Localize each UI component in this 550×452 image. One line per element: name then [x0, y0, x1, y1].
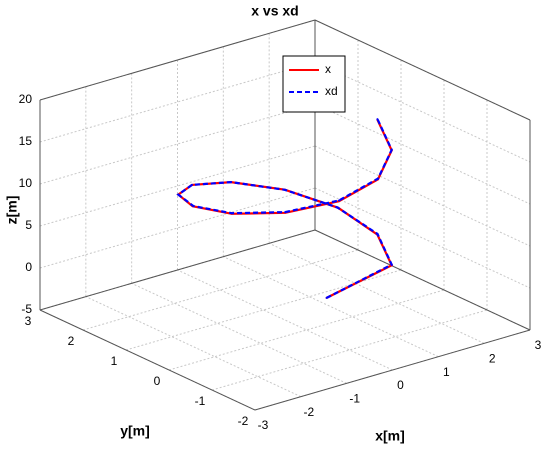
x-tick-label: -1	[349, 392, 360, 406]
grid-line	[85, 296, 302, 398]
vertex	[192, 205, 195, 208]
x-tick-label: 0	[397, 378, 404, 392]
vertex	[190, 183, 193, 186]
axis-edge	[314, 229, 531, 331]
x-tick-label: 2	[489, 352, 496, 366]
axis-edge	[39, 229, 316, 311]
z-tick-label: 20	[19, 92, 33, 106]
y-tick-label: -1	[195, 394, 206, 408]
vertex	[390, 148, 393, 151]
z-tick-label: 5	[25, 218, 32, 232]
z-tick-label: 0	[25, 260, 32, 274]
x-tick-label: -3	[258, 418, 269, 432]
x-axis-label: x[m]	[375, 428, 405, 444]
vertex	[337, 199, 340, 202]
grid-line	[314, 61, 531, 163]
vertex	[177, 193, 180, 196]
y-tick-label: 3	[25, 314, 32, 328]
z-axis-label: z[m]	[4, 196, 20, 225]
y-tick-label: -2	[238, 414, 249, 428]
vertex	[284, 211, 287, 214]
vertex	[376, 118, 379, 121]
y-axis-label: y[m]	[120, 423, 150, 439]
x-tick-label: -2	[303, 405, 314, 419]
legend-box	[282, 55, 346, 113]
axis-edge	[314, 19, 531, 121]
legend-label: x	[325, 62, 331, 76]
grid-line	[131, 282, 347, 384]
y-tick-label: 1	[111, 354, 118, 368]
grid-line	[223, 256, 439, 358]
vertex	[283, 188, 286, 191]
z-tick-label: 10	[19, 176, 33, 190]
axis-edge	[39, 19, 316, 101]
chart-title: x vs xd	[251, 3, 298, 19]
grid-line	[314, 103, 531, 205]
legend-label: xd	[325, 84, 338, 98]
grid-line	[177, 269, 393, 371]
vertex	[390, 263, 393, 266]
vertex	[336, 206, 339, 209]
z-tick-label: -5	[21, 302, 32, 316]
vertex	[230, 181, 233, 184]
axis-edge	[39, 309, 256, 411]
grid-line	[268, 242, 485, 344]
axis-edge	[254, 329, 531, 411]
y-tick-label: 2	[68, 334, 75, 348]
vertex	[230, 212, 233, 215]
grid-line	[314, 187, 531, 289]
vertex	[377, 177, 380, 180]
x-tick-label: 3	[535, 338, 542, 352]
grid-line	[314, 145, 531, 247]
x-tick-label: 1	[443, 365, 450, 379]
vertex	[376, 232, 379, 235]
y-tick-label: 0	[154, 374, 161, 388]
vertex	[325, 296, 328, 299]
z-tick-label: 15	[19, 134, 33, 148]
